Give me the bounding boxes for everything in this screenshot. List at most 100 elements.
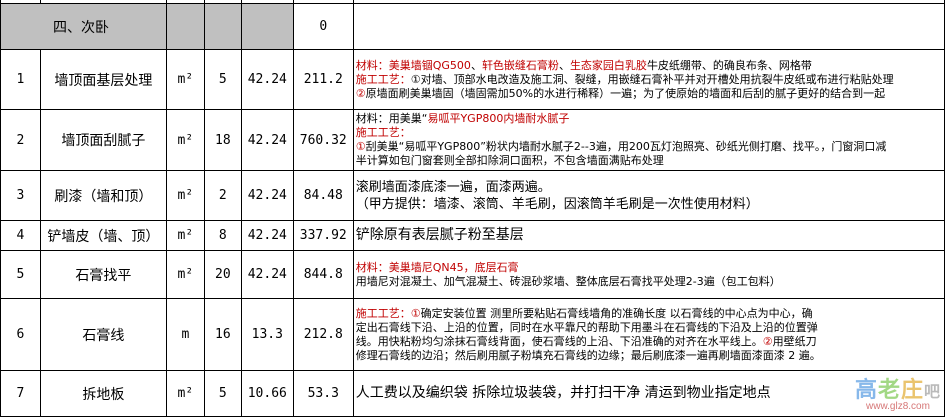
unit-price[interactable]: 42.24 [240, 170, 294, 221]
amount[interactable]: 337.92 [292, 220, 354, 251]
description-text: 刮美巢“易呱平YGP800”粉状内墙耐水腻子2--3遍，用200瓦灯泡照亮、砂纸… [365, 140, 887, 153]
description-text: ① [355, 140, 366, 153]
item-name[interactable]: 墙顶面基层处理 [39, 49, 167, 110]
quantity[interactable]: 5 [203, 370, 242, 417]
description-line: 滚刷墙面漆底漆一遍，面漆两遍。 [356, 179, 944, 196]
description-text: 原墙面刷美巢墙固（墙固需加50%的水进行稀释）一遍；为了使原始的墙面和后刮的腻子… [365, 86, 886, 100]
description-line: ②原墙面刷美巢墙固（墙固需加50%的水进行稀释）一遍；为了使原始的墙面和后刮的腻… [356, 87, 944, 101]
description-line: 施工工艺：①确定安装位置 测里所要粘贴石膏线墙角的准确长度 以石膏线的中心点为中… [356, 307, 944, 321]
description-text: 、 [470, 58, 482, 72]
description-line: 施工工艺：①对墙、顶部水电改造及施工洞、裂缝，用嵌缝石膏补平并对开槽处用抗裂牛皮… [356, 73, 944, 87]
section-total[interactable]: 0 [292, 3, 354, 50]
description-text: 施工工艺： [355, 306, 411, 320]
description-text: 用壁纸刀 [772, 334, 817, 348]
description-text: 材料：用美巢“ [355, 112, 428, 125]
item-name[interactable]: 刷漆（墙和顶） [39, 170, 167, 221]
description-line: 半计算如包门窗套则全部扣除洞口面积，不包含墙面满贴布处理 [356, 154, 944, 168]
unit[interactable]: m² [165, 49, 205, 110]
description-text: 轩色嵌缝石膏粉 [481, 58, 559, 72]
unit[interactable]: m [165, 298, 205, 371]
row-number[interactable]: 2 [0, 109, 41, 171]
table-row: 5 石膏找平 m² 20 42.24 844.8 材料：美巢墙尼QN45，底层石膏 用墙尼对混… [0, 250, 945, 299]
cell[interactable] [165, 3, 205, 50]
unit[interactable]: m² [165, 370, 205, 417]
description-line: 用墙尼对混凝土、加气混凝土、砖混砂浆墙、整体底层石膏找平处理2-3遍（包工包料） [356, 275, 944, 289]
description-text: 、 [558, 58, 570, 72]
description-text: 修理石膏线的边沿；然后刷用腻子粉填充石膏线的边缘；最后刷底漆一遍再刷墙面漆面漆 … [355, 348, 821, 362]
description-text: 施工工艺： [355, 72, 411, 86]
description[interactable]: 施工工艺：①确定安装位置 测里所要粘贴石膏线墙角的准确长度 以石膏线的中心点为中… [352, 298, 945, 371]
description-line: 施工工艺： [356, 126, 944, 140]
amount[interactable]: 844.8 [292, 250, 354, 299]
description-text: ② [762, 334, 773, 348]
quantity[interactable]: 16 [203, 298, 242, 371]
amount[interactable]: 212.8 [292, 298, 354, 371]
description-text: 定出石膏线下沿、上沿的位置，同时在水平靠尺的帮助下用墨斗在石膏线的下沿及上沿的位… [355, 320, 818, 334]
amount[interactable]: 53.3 [292, 370, 354, 417]
cell[interactable] [203, 3, 242, 50]
description-line: 修理石膏线的边沿；然后刷用腻子粉填充石膏线的边缘；最后刷底漆一遍再刷墙面漆面漆 … [356, 349, 944, 363]
amount[interactable]: 84.48 [292, 170, 354, 221]
description-text: 滚刷墙面漆底漆一遍，面漆两遍。 [355, 179, 551, 195]
row-number[interactable]: 5 [0, 250, 41, 299]
quantity[interactable]: 18 [203, 109, 242, 171]
description-text: 人工费以及编织袋 拆除垃圾装袋，并打扫干净 清运到物业指定地点 [355, 385, 771, 401]
description-line: 材料：用美巢“易呱平YGP800内墙耐水腻子 [356, 112, 944, 126]
table-row: 7 拆地板 m² 5 10.66 53.3 人工费以及编织袋 拆除垃圾装袋，并打扫干净 清运… [0, 370, 945, 417]
unit[interactable]: m² [165, 220, 205, 251]
table-row: 1 墙顶面基层处理 m² 5 42.24 211.2 材料：美巢墙锢QG500、轩色嵌缝石膏… [0, 49, 945, 110]
unit[interactable]: m² [165, 109, 205, 171]
description-line: 铲除原有表层腻子粉至基层 [356, 227, 944, 244]
unit-price[interactable]: 42.24 [240, 250, 294, 299]
description-text: 材料：美巢墙尼QN45，底层石膏 [355, 260, 519, 274]
amount[interactable]: 211.2 [292, 49, 354, 110]
item-name[interactable]: 石膏找平 [39, 250, 167, 299]
row-number[interactable]: 1 [0, 49, 41, 110]
description-text: 半计算如包门窗套则全部扣除洞口面积，不包含墙面满贴布处理 [355, 154, 664, 167]
unit-price[interactable]: 42.24 [240, 220, 294, 251]
quantity[interactable]: 8 [203, 220, 242, 251]
table-row: 2 墙顶面刮腻子 m² 18 42.24 760.32 材料：用美巢“易呱平YGP800内墙… [0, 109, 945, 171]
unit-price[interactable]: 42.24 [240, 109, 294, 171]
description-text: ①对墙、顶部水电改造及施工洞、裂缝，用嵌缝石膏补平并对开槽处用抗裂牛皮纸或布进行… [410, 72, 894, 86]
description-line: 人工费以及编织袋 拆除垃圾装袋，并打扫干净 清运到物业指定地点 [356, 385, 944, 402]
section-title[interactable]: 四、次卧 [0, 3, 167, 50]
row-number[interactable]: 7 [0, 370, 41, 417]
quantity[interactable]: 2 [203, 170, 242, 221]
description[interactable]: 滚刷墙面漆底漆一遍，面漆两遍。 （甲方提供：墙漆、滚筒、羊毛刷，因滚筒羊毛刷是一次… [352, 170, 945, 221]
row-number[interactable]: 6 [0, 298, 41, 371]
quantity[interactable]: 20 [203, 250, 242, 299]
row-number[interactable]: 3 [0, 170, 41, 221]
unit[interactable]: m² [165, 170, 205, 221]
table-row: 6 石膏线 m 16 13.3 212.8 施工工艺：①确定安装位置 测里所要粘贴石膏线墙角… [0, 298, 945, 371]
unit[interactable]: m² [165, 250, 205, 299]
unit-price[interactable]: 13.3 [240, 298, 294, 371]
quantity[interactable]: 5 [203, 49, 242, 110]
item-name[interactable]: 铲墙皮（墙、顶） [39, 220, 167, 251]
description-text: 材料： [355, 58, 389, 72]
table-row: 4 铲墙皮（墙、顶） m² 8 42.24 337.92 铲除原有表层腻子粉至基层 [0, 220, 945, 251]
section-header-row: 四、次卧 0 [0, 3, 945, 50]
row-number[interactable]: 4 [0, 220, 41, 251]
description-text: ① [410, 306, 421, 320]
item-name[interactable]: 拆地板 [39, 370, 167, 417]
cell[interactable] [352, 3, 945, 50]
description[interactable]: 铲除原有表层腻子粉至基层 [352, 220, 945, 251]
item-name[interactable]: 墙顶面刮腻子 [39, 109, 167, 171]
description-text: 铲除原有表层腻子粉至基层 [355, 227, 524, 243]
description-line: 定出石膏线下沿、上沿的位置，同时在水平靠尺的帮助下用墨斗在石膏线的下沿及上沿的位… [356, 321, 944, 335]
description-line: （甲方提供：墙漆、滚筒、羊毛刷，因滚筒羊毛刷是一次性使用材料） [356, 196, 944, 213]
unit-price[interactable]: 10.66 [240, 370, 294, 417]
description-text: 生态家园白乳胶 [569, 58, 647, 72]
description[interactable]: 材料：用美巢“易呱平YGP800内墙耐水腻子 施工工艺： ①刮美巢“易呱平YGP80… [352, 109, 945, 171]
description[interactable]: 材料：美巢墙锢QG500、轩色嵌缝石膏粉、生态家园白乳胶牛皮纸绷带、的确良布条、… [352, 49, 945, 110]
amount[interactable]: 760.32 [292, 109, 354, 171]
item-name[interactable]: 石膏线 [39, 298, 167, 371]
description-text: ② [355, 86, 366, 100]
cell[interactable] [240, 3, 294, 50]
unit-price[interactable]: 42.24 [240, 49, 294, 110]
description[interactable]: 材料：美巢墙尼QN45，底层石膏 用墙尼对混凝土、加气混凝土、砖混砂浆墙、整体底层… [352, 250, 945, 299]
description-line: 材料：美巢墙锢QG500、轩色嵌缝石膏粉、生态家园白乳胶牛皮纸绷带、的确良布条、… [356, 59, 944, 73]
description-text: （甲方提供：墙漆、滚筒、羊毛刷，因滚筒羊毛刷是一次性使用材料） [355, 196, 759, 212]
